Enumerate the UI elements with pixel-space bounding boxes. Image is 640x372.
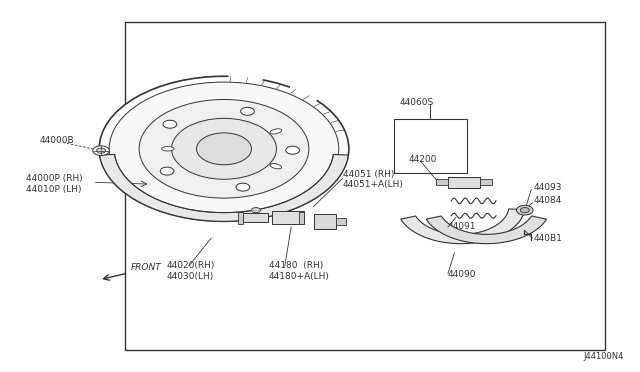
- Bar: [448, 177, 480, 188]
- Text: 44093: 44093: [533, 183, 562, 192]
- Bar: [272, 211, 304, 224]
- Text: FRONT: FRONT: [131, 263, 162, 272]
- Bar: [125, 22, 605, 350]
- Bar: [299, 212, 304, 224]
- Text: 44091: 44091: [448, 222, 477, 231]
- Text: 44051 (RH): 44051 (RH): [343, 170, 394, 179]
- Bar: [336, 218, 346, 225]
- Circle shape: [196, 133, 252, 165]
- Bar: [238, 212, 243, 224]
- Bar: [436, 179, 448, 185]
- Circle shape: [93, 146, 109, 155]
- Circle shape: [236, 183, 250, 191]
- Circle shape: [139, 99, 309, 198]
- Circle shape: [109, 82, 339, 215]
- Text: 44020(RH): 44020(RH): [166, 262, 215, 270]
- Circle shape: [99, 76, 349, 221]
- Circle shape: [285, 146, 300, 154]
- Text: 44000B: 44000B: [40, 136, 74, 145]
- Text: 44200: 44200: [408, 155, 436, 164]
- Bar: [480, 179, 492, 185]
- Text: J44100N4: J44100N4: [584, 352, 624, 361]
- Bar: [394, 119, 467, 173]
- Text: 44010P (LH): 44010P (LH): [26, 185, 81, 194]
- Text: 44084: 44084: [533, 196, 561, 205]
- Circle shape: [172, 118, 276, 179]
- Bar: [314, 214, 336, 229]
- Circle shape: [296, 88, 313, 98]
- Ellipse shape: [270, 129, 282, 134]
- Text: 44060S: 44060S: [399, 98, 434, 107]
- Polygon shape: [426, 216, 547, 244]
- Polygon shape: [100, 154, 348, 221]
- Circle shape: [237, 72, 255, 83]
- Ellipse shape: [161, 147, 174, 151]
- Circle shape: [160, 167, 174, 175]
- Text: 44090: 44090: [448, 270, 477, 279]
- Text: 440B1: 440B1: [533, 234, 562, 243]
- Bar: [243, 213, 268, 222]
- Text: 44051+A(LH): 44051+A(LH): [343, 180, 404, 189]
- Circle shape: [163, 120, 177, 128]
- Circle shape: [516, 205, 533, 215]
- Text: 44180  (RH): 44180 (RH): [269, 262, 323, 270]
- Polygon shape: [401, 209, 525, 244]
- Text: 44000P (RH): 44000P (RH): [26, 174, 83, 183]
- Circle shape: [241, 107, 254, 115]
- Text: 44030(LH): 44030(LH): [166, 272, 214, 280]
- Circle shape: [520, 208, 529, 213]
- Circle shape: [252, 208, 260, 213]
- Ellipse shape: [270, 164, 282, 169]
- Circle shape: [97, 148, 106, 153]
- Text: 44180+A(LH): 44180+A(LH): [269, 272, 330, 280]
